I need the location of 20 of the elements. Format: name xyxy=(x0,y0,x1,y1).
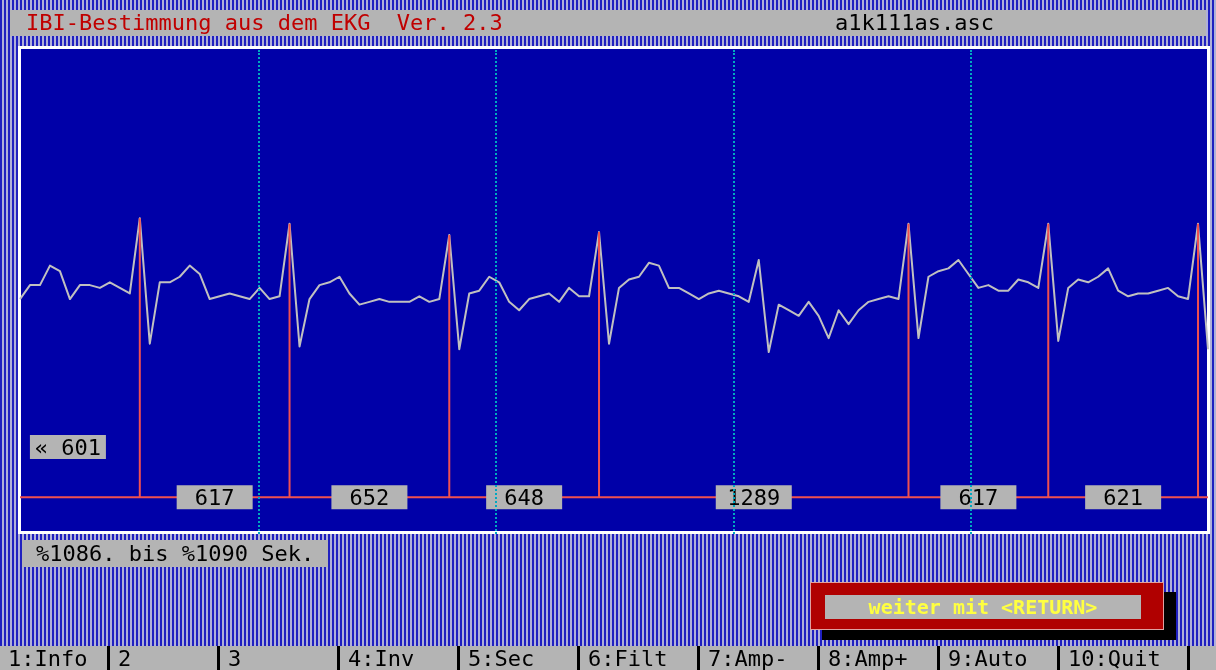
chart-title: IBI-Bestimmung aus dem EKG Ver. 2.3 xyxy=(26,10,503,36)
annotation: 1289 xyxy=(727,485,781,511)
annotation: « 601 xyxy=(34,434,102,460)
text: 4:Inv xyxy=(340,646,460,670)
text: 1:Info xyxy=(0,646,110,670)
text: 7:Amp- xyxy=(700,646,820,670)
annotation: 621 xyxy=(1103,485,1144,511)
text: 6:Filt xyxy=(580,646,700,670)
chart-subtitle: a1k111as.asc xyxy=(835,10,994,36)
text: 3 xyxy=(220,646,340,670)
annotation: 617 xyxy=(958,485,999,511)
annotation: 652 xyxy=(349,485,390,511)
text: 10:Quit xyxy=(1060,646,1190,670)
annotation: 617 xyxy=(194,485,235,511)
text: 8:Amp+ xyxy=(820,646,940,670)
text: 5:Sec xyxy=(460,646,580,670)
text: 9:Auto xyxy=(940,646,1060,670)
text: %1086. bis %1090 Sek. xyxy=(22,540,329,567)
text: 2 xyxy=(110,646,220,670)
annotation: 648 xyxy=(504,485,545,511)
